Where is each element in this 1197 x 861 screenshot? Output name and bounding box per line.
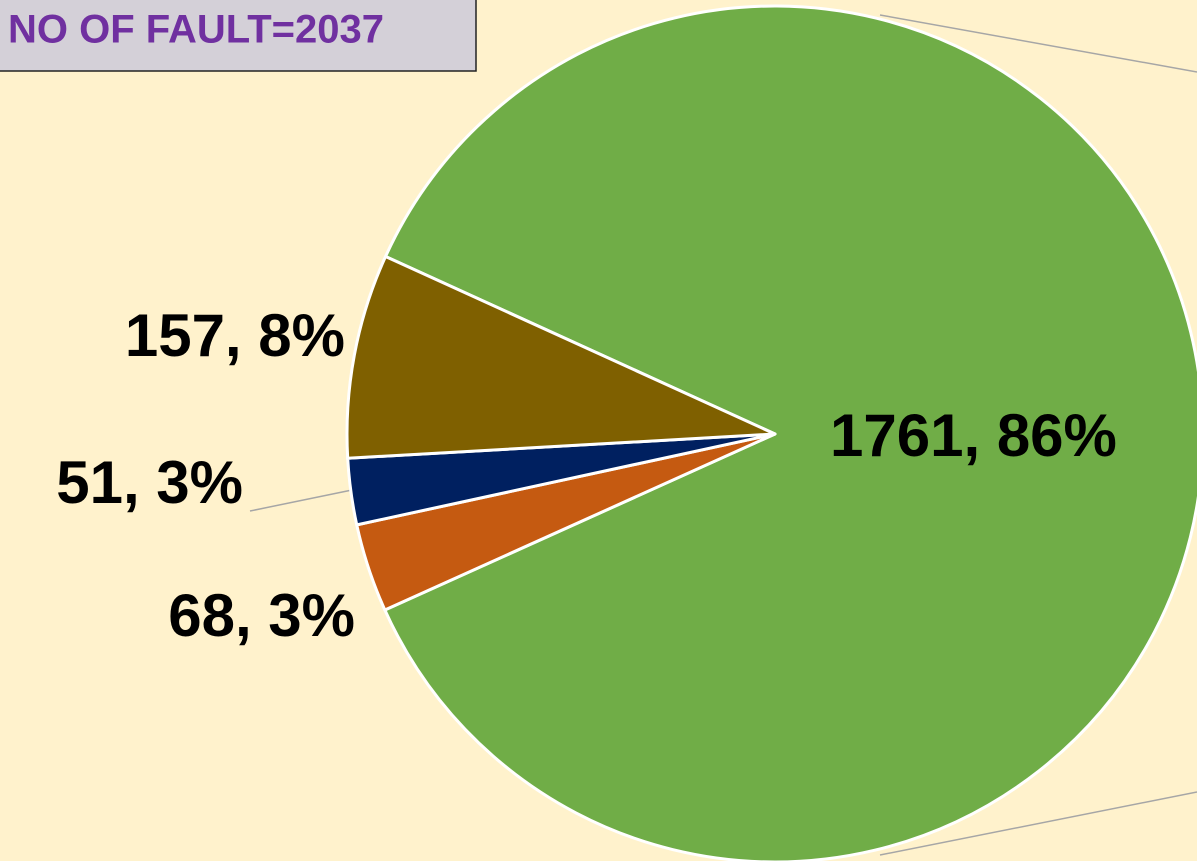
pie (345, 4, 1197, 861)
leader-line (879, 791, 1197, 856)
leader-line (249, 489, 353, 512)
pie-slice (345, 255, 777, 460)
data-label: 51, 3% (56, 449, 243, 516)
data-label: 68, 3% (168, 582, 355, 649)
data-label: 1761, 86% (830, 402, 1117, 469)
data-label: 157, 8% (125, 302, 345, 369)
title-box (0, 0, 477, 72)
chart-title: NO OF FAULT=2037 (8, 8, 384, 52)
pie-slice (383, 4, 1197, 861)
leader-line (879, 14, 1197, 73)
